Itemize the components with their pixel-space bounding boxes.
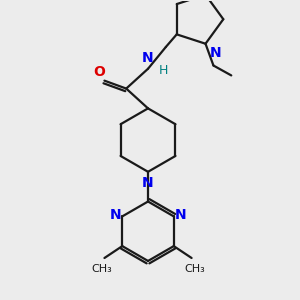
Text: H: H xyxy=(159,64,168,77)
Text: N: N xyxy=(142,176,154,190)
Text: CH₃: CH₃ xyxy=(91,264,112,274)
Text: N: N xyxy=(110,208,121,222)
Text: N: N xyxy=(175,208,186,222)
Text: N: N xyxy=(142,51,154,65)
Text: N: N xyxy=(209,46,221,60)
Text: CH₃: CH₃ xyxy=(184,264,205,274)
Text: O: O xyxy=(94,65,105,79)
